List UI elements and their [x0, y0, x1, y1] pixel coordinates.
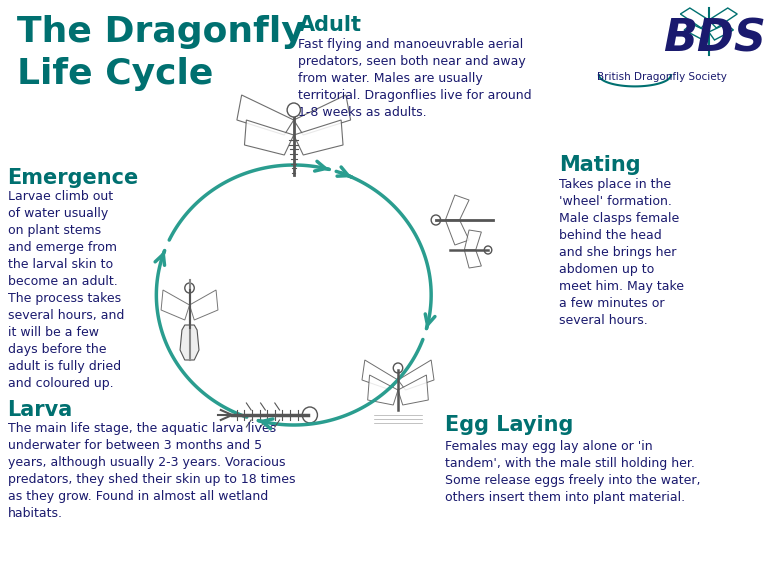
Polygon shape: [190, 290, 218, 320]
Text: Emergence: Emergence: [8, 168, 139, 188]
Text: Females may egg lay alone or 'in
tandem', with the male still holding her.
Some : Females may egg lay alone or 'in tandem'…: [445, 440, 701, 504]
Circle shape: [431, 215, 441, 225]
Polygon shape: [445, 195, 469, 220]
Text: Mating: Mating: [559, 155, 640, 175]
Text: Larvae climb out
of water usually
on plant stems
and emerge from
the larval skin: Larvae climb out of water usually on pla…: [8, 190, 124, 390]
Text: The Dragonfly
Life Cycle: The Dragonfly Life Cycle: [17, 15, 305, 91]
Polygon shape: [161, 290, 190, 320]
Text: Larva: Larva: [8, 400, 73, 420]
Polygon shape: [362, 360, 398, 390]
Text: British Dragonfly Society: British Dragonfly Society: [597, 72, 727, 82]
Circle shape: [303, 407, 317, 423]
Circle shape: [393, 363, 402, 373]
Polygon shape: [180, 325, 199, 360]
Polygon shape: [398, 375, 428, 405]
Circle shape: [185, 283, 194, 293]
Polygon shape: [237, 95, 294, 135]
Polygon shape: [464, 250, 481, 268]
Text: Takes place in the
'wheel' formation.
Male clasps female
behind the head
and she: Takes place in the 'wheel' formation. Ma…: [559, 178, 684, 327]
Polygon shape: [367, 375, 398, 405]
Text: BDS: BDS: [663, 18, 766, 61]
Text: Egg Laying: Egg Laying: [445, 415, 574, 435]
Polygon shape: [294, 95, 351, 135]
Circle shape: [484, 246, 492, 254]
Polygon shape: [445, 220, 469, 245]
Text: Adult: Adult: [299, 15, 361, 35]
Text: Fast flying and manoeuvrable aerial
predators, seen both near and away
from wate: Fast flying and manoeuvrable aerial pred…: [299, 38, 532, 119]
Polygon shape: [294, 120, 343, 155]
Circle shape: [287, 103, 300, 117]
Text: The main life stage, the aquatic larva lives
underwater for between 3 months and: The main life stage, the aquatic larva l…: [8, 422, 295, 520]
Polygon shape: [244, 120, 294, 155]
Polygon shape: [398, 360, 434, 390]
Polygon shape: [464, 230, 481, 250]
